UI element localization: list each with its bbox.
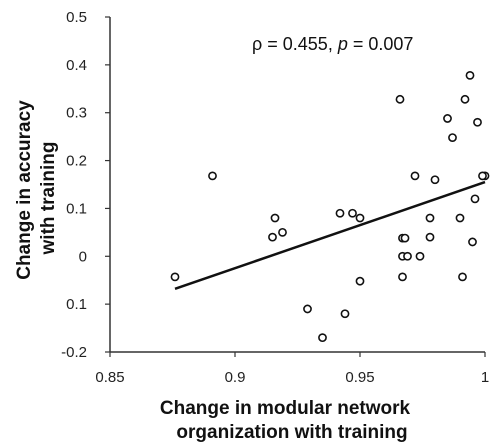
- x-tick-label: 0.85: [95, 369, 124, 386]
- data-point: [208, 171, 217, 181]
- correlation-annotation: ρ = 0.455, p = 0.007: [252, 34, 413, 54]
- p-label: p: [337, 34, 348, 54]
- y-axis-title-line-1: Change in accuracy: [14, 100, 35, 280]
- data-point: [448, 133, 457, 142]
- data-point: [473, 117, 482, 127]
- data-point: [410, 171, 420, 181]
- data-point: [460, 94, 470, 104]
- y-tick-label: 0.4: [66, 57, 87, 74]
- y-tick-label: 0.1: [66, 200, 87, 217]
- data-point: [318, 333, 327, 343]
- data-point: [425, 213, 435, 223]
- y-tick-label: -0.2: [61, 344, 87, 361]
- data-point: [468, 237, 477, 247]
- data-point: [395, 94, 405, 104]
- data-point: [443, 114, 452, 123]
- data-point: [268, 232, 277, 242]
- x-axis-title-line-1: Change in modular network: [160, 398, 411, 419]
- data-point: [415, 251, 425, 261]
- x-axis-ticks: 0.85 0.9 0.95 1: [95, 352, 489, 386]
- data-point: [270, 213, 280, 223]
- x-axis-title-line-2: organization with training: [176, 422, 407, 442]
- x-tick-label: 1: [481, 369, 489, 386]
- axes: [109, 17, 485, 353]
- y-tick-label: 0.3: [66, 105, 87, 122]
- rho-label: ρ =: [252, 34, 283, 54]
- p-value: = 0.007: [348, 34, 414, 54]
- data-point: [430, 175, 440, 185]
- x-tick-label: 0.9: [225, 369, 246, 386]
- y-axis-title-line-2: with training: [38, 142, 59, 256]
- y-tick-label: 0.5: [66, 9, 87, 26]
- data-point: [170, 272, 180, 282]
- y-tick-label: 0.1: [66, 296, 87, 313]
- data-point: [478, 171, 487, 181]
- data-point: [465, 70, 475, 80]
- y-tick-label: 0: [79, 248, 87, 265]
- data-point: [455, 213, 465, 223]
- data-point: [458, 272, 467, 282]
- data-point: [335, 208, 345, 218]
- data-point: [348, 208, 357, 218]
- data-point: [425, 232, 435, 242]
- y-tick-label: 0.2: [66, 153, 87, 170]
- data-point: [403, 251, 412, 261]
- rho-value: 0.455: [283, 34, 328, 54]
- data-point: [340, 309, 350, 319]
- data-point: [470, 194, 480, 204]
- data-point: [278, 227, 287, 237]
- data-point: [303, 304, 312, 314]
- data-point: [398, 272, 407, 282]
- data-point: [355, 213, 365, 223]
- data-point: [355, 276, 365, 286]
- trend-line: [174, 180, 486, 291]
- data-point: [400, 233, 410, 243]
- y-axis-ticks: -0.2 0.1 0 0.1 0.2 0.3 0.4 0.5: [61, 9, 110, 361]
- data-points: [170, 70, 490, 343]
- x-tick-label: 0.95: [345, 369, 374, 386]
